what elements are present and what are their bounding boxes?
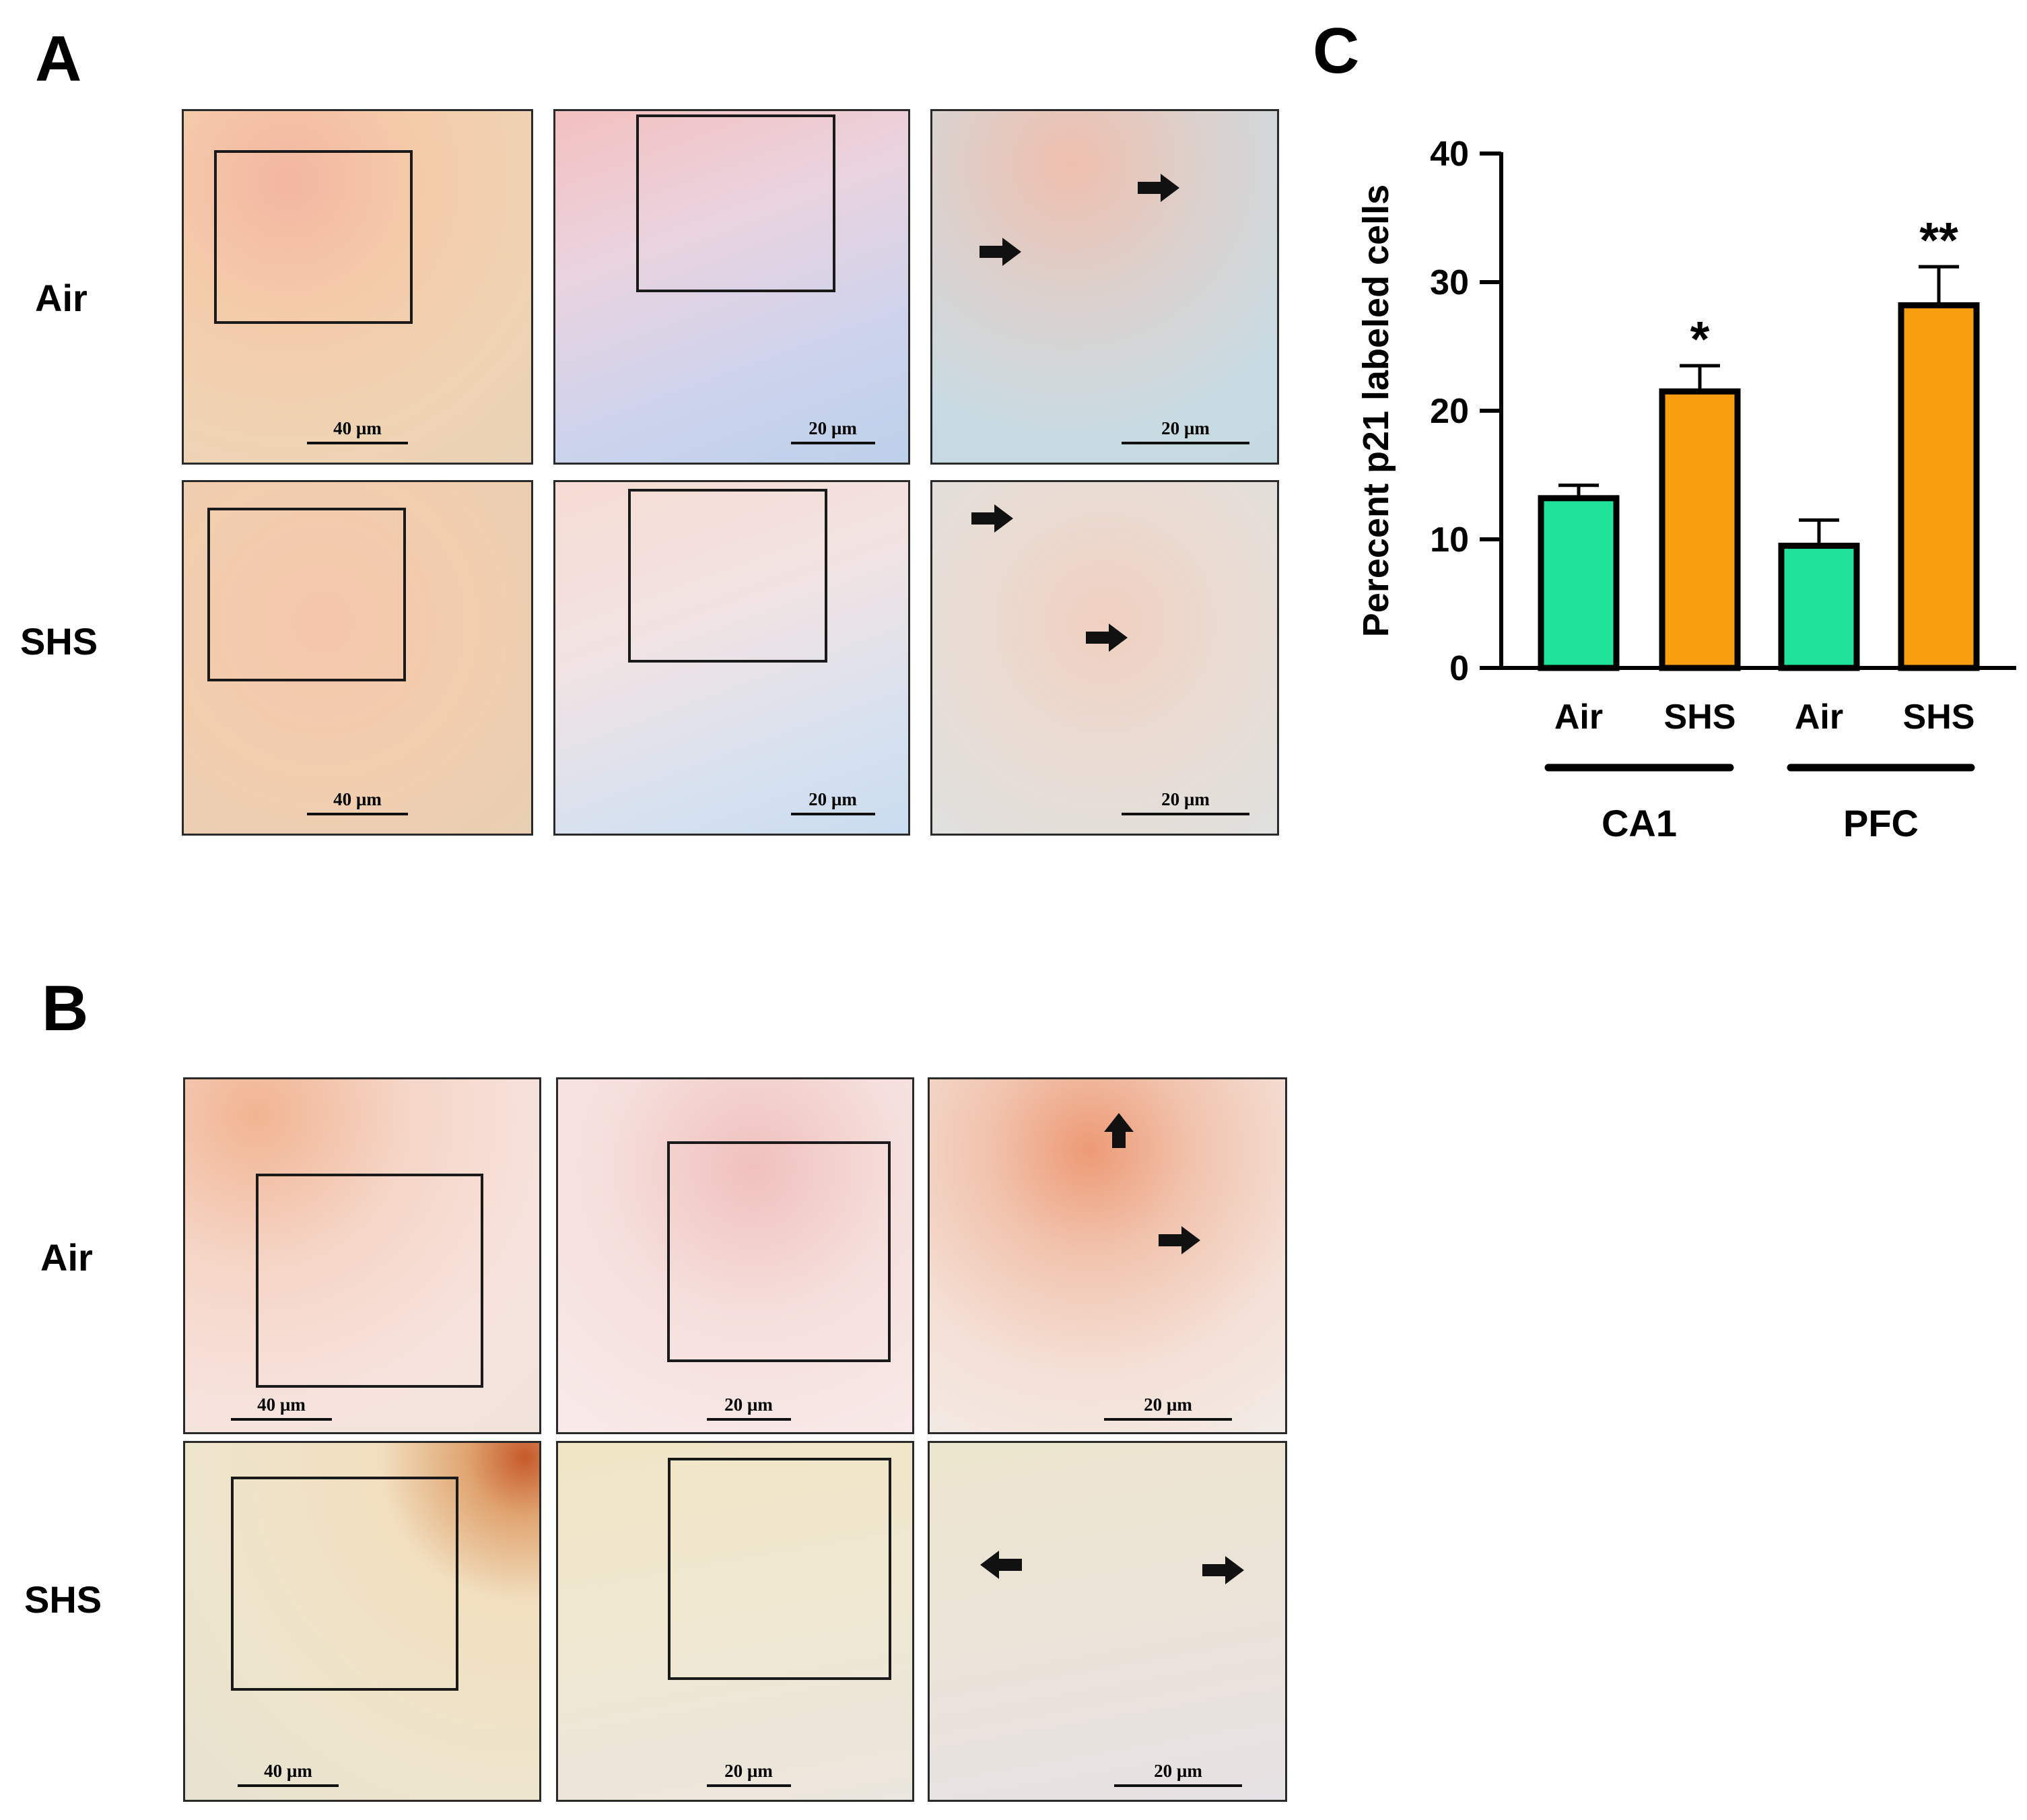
micrograph-a-air-1: 40 µm [182, 109, 533, 465]
arrow-up-icon [1104, 1113, 1134, 1148]
scale-bar-a-shs-3: 20 µm [1013, 789, 1277, 815]
group-label: PFC [1843, 802, 1919, 844]
micrograph-a-air-3: 20 µm [930, 109, 1279, 465]
arrow-right-icon [971, 504, 1013, 533]
bar-chart: 0 10 20 30 40 Perecent p21 labeled cells Air SH… [1356, 135, 2016, 844]
arrow-right-icon [1138, 174, 1179, 202]
scale-line [238, 1784, 339, 1787]
inset-box [207, 508, 406, 681]
scale-label: 20 µm [1154, 1761, 1202, 1781]
scale-line [1114, 1784, 1242, 1787]
micrograph-b-air-3: 20 µm [928, 1077, 1287, 1434]
micrograph-b-air-1: 40 µm [183, 1077, 541, 1434]
x-tick-label: SHS [1903, 698, 1975, 737]
micrograph-b-shs-2: 20 µm [556, 1441, 914, 1802]
scale-bar-b-shs-2: 20 µm [572, 1761, 912, 1787]
significance-marker: * [1690, 311, 1710, 367]
panel-a-row-shs-label: SHS [20, 620, 98, 663]
arrow-right-icon [1159, 1226, 1200, 1254]
panel-a-row-air-label: Air [35, 277, 88, 319]
inset-box [668, 1458, 891, 1680]
inset-box [667, 1141, 891, 1362]
inset-box [231, 1477, 458, 1691]
scale-label: 20 µm [1161, 789, 1210, 809]
scale-label: 20 µm [724, 1394, 773, 1415]
micrograph-a-shs-1: 40 µm [182, 480, 533, 836]
scale-label: 20 µm [1161, 418, 1210, 438]
scale-line [1104, 1418, 1232, 1421]
bar-4 [1898, 302, 1980, 671]
scale-label: 40 µm [333, 789, 382, 809]
micrograph-b-shs-3: 20 µm [928, 1441, 1287, 1802]
scale-line [231, 1418, 332, 1421]
scale-bar-a-shs-2: 20 µm [656, 789, 908, 815]
scale-bar-b-air-1: 40 µm [185, 1394, 458, 1421]
bar-3 [1778, 543, 1860, 671]
y-tick-label: 30 [1430, 263, 1469, 302]
micrograph-a-air-2: 20 µm [553, 109, 910, 465]
x-tick-label: Air [1795, 698, 1843, 737]
bar-2 [1659, 388, 1741, 671]
bar-1 [1538, 495, 1620, 671]
scale-label: 40 µm [264, 1761, 312, 1781]
scale-bar-a-air-3: 20 µm [1013, 418, 1277, 444]
scale-bar-a-air-2: 20 µm [656, 418, 908, 444]
scale-bar-b-air-3: 20 µm [990, 1394, 1285, 1421]
y-tick-label: 10 [1430, 520, 1469, 560]
arrow-right-icon [980, 238, 1021, 266]
scale-label: 20 µm [724, 1761, 773, 1781]
scale-line [706, 1784, 791, 1787]
significance-marker: ** [1919, 212, 1958, 268]
micrograph-b-shs-1: 40 µm [183, 1441, 541, 1802]
scale-label: 20 µm [1144, 1394, 1192, 1415]
scale-bar-b-air-2: 20 µm [572, 1394, 912, 1421]
scale-line [1122, 442, 1249, 444]
inset-box [628, 489, 827, 663]
scale-line [307, 813, 408, 815]
y-axis-label: Perecent p21 labeled cells [1356, 184, 1396, 637]
x-tick-label: Air [1554, 698, 1603, 737]
scale-line [790, 442, 875, 444]
x-tick-label: SHS [1664, 698, 1736, 737]
y-tick-label: 20 [1430, 392, 1469, 431]
panel-a-letter: A [35, 23, 82, 95]
scale-line [1122, 813, 1249, 815]
inset-box [636, 114, 835, 292]
panel-b-row-shs-label: SHS [24, 1578, 102, 1621]
scale-line [307, 442, 408, 444]
scale-label: 20 µm [809, 789, 857, 809]
y-tick-label: 0 [1449, 649, 1469, 688]
inset-box [214, 150, 413, 324]
scale-bar-a-shs-1: 40 µm [184, 790, 531, 815]
panel-b-letter: B [42, 972, 89, 1044]
y-tick-label: 40 [1430, 135, 1469, 174]
arrow-right-icon [1086, 623, 1128, 652]
panel-b-row-air-label: Air [40, 1236, 93, 1279]
scale-label: 40 µm [257, 1394, 306, 1415]
scale-line [790, 813, 875, 815]
scale-label: 20 µm [809, 418, 857, 438]
panel-c-letter: C [1313, 15, 1360, 87]
scale-bar-b-shs-3: 20 µm [1000, 1761, 1285, 1787]
inset-box [256, 1174, 483, 1388]
scale-bar-b-shs-1: 40 µm [185, 1761, 465, 1787]
micrograph-a-shs-2: 20 µm [553, 480, 910, 836]
micrograph-a-shs-3: 20 µm [930, 480, 1279, 836]
scale-label: 40 µm [333, 418, 382, 438]
arrow-right-icon [1202, 1556, 1244, 1584]
group-label: CA1 [1602, 802, 1677, 844]
micrograph-b-air-2: 20 µm [556, 1077, 914, 1434]
scale-bar-a-air-1: 40 µm [184, 419, 531, 444]
scale-line [706, 1418, 791, 1421]
arrow-left-icon [980, 1551, 1022, 1579]
